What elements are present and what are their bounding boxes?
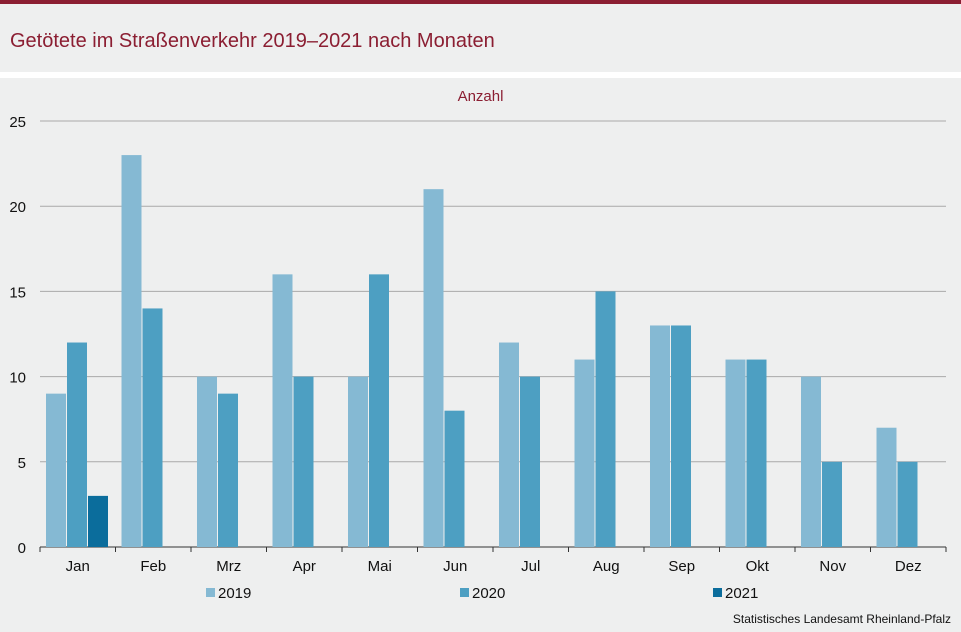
x-tick-label: Nov [819,558,846,575]
bar-2019-jul [499,342,519,547]
bar-2020-apr [293,376,314,547]
legend-label-2020: 2020 [472,585,505,602]
bar-2020-mai [369,274,389,547]
bar-2021-jan [88,495,108,547]
chart-header: Getötete im Straßenverkehr 2019–2021 nac… [0,4,961,72]
x-tick-label: Mai [368,558,392,575]
bar-2020-dez [897,461,918,547]
bar-2020-jul [520,376,540,547]
y-tick-label: 20 [9,199,26,216]
bar-2019-feb [121,155,142,547]
bar-2019-sep [650,325,670,547]
legend-label-2021: 2021 [725,585,758,602]
bar-2019-jun [423,189,444,547]
top-accent-bar [0,0,961,4]
x-tick-label: Jun [443,558,467,575]
x-tick-label: Jul [521,558,540,575]
legend-swatch-2019 [206,588,215,597]
bar-2019-dez [876,427,897,547]
x-tick-label: Sep [668,558,695,575]
y-axis-unit-label: Anzahl [457,88,504,105]
bar-2020-okt [746,359,767,547]
x-tick-label: Aug [593,558,620,575]
x-tick-label: Mrz [216,558,241,575]
bar-2020-jan [67,342,87,547]
x-tick-label: Apr [293,558,316,575]
bar-2020-jun [444,410,465,547]
x-tick-label: Dez [895,558,922,575]
x-tick-label: Feb [140,558,166,575]
bar-2019-mai [348,376,368,547]
chart-title: Getötete im Straßenverkehr 2019–2021 nac… [10,30,495,52]
legend-swatch-2020 [460,588,469,597]
y-tick-label: 25 [9,114,26,131]
y-tick-label: 5 [18,455,26,472]
x-tick-label: Okt [746,558,770,575]
bar-2020-mrz [218,393,238,547]
bar-2019-jan [46,393,66,547]
bar-2020-sep [671,325,691,547]
legend-swatch-2021 [713,588,722,597]
bar-2019-mrz [197,376,217,547]
bar-2019-okt [725,359,746,547]
bar-2019-aug [574,359,595,547]
bar-2019-nov [801,376,821,547]
x-tick-label: Jan [66,558,90,575]
bar-2020-feb [142,308,163,547]
source-note: Statistisches Landesamt Rheinland-Pfalz [732,612,951,626]
bar-2020-aug [595,291,616,547]
y-tick-label: 10 [9,370,26,387]
legend-label-2019: 2019 [218,585,251,602]
bar-2020-nov [822,461,842,547]
bar-2019-apr [272,274,293,547]
y-tick-label: 0 [18,540,26,557]
header-separator [0,72,961,78]
y-tick-label: 15 [9,284,26,301]
